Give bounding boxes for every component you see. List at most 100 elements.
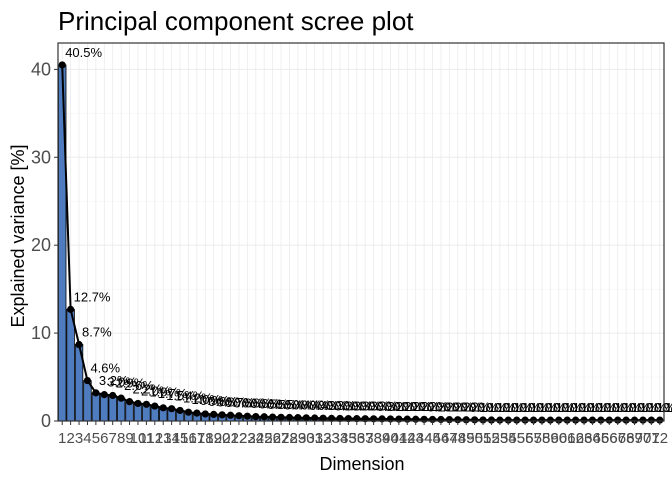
point (75, 340, 83, 349)
x-tick-label: 54 (500, 430, 517, 447)
point (597, 416, 605, 424)
point (218, 411, 226, 419)
point (311, 414, 319, 422)
point (319, 414, 327, 422)
data-label: 0.3% (343, 398, 373, 413)
data-label: 2.2% (133, 382, 163, 397)
x-tick-label: 44 (416, 430, 433, 447)
x-tick-label: 15 (172, 430, 189, 447)
data-label: 0.6% (250, 396, 280, 411)
data-label: 0.3% (377, 399, 407, 414)
x-tick-label: 41 (391, 430, 408, 447)
data-label: 12.7% (74, 289, 111, 304)
data-label: 0.1% (621, 400, 651, 415)
y-axis: 0 10 20 30 40 (31, 59, 58, 431)
data-label: 0.5% (259, 397, 289, 412)
x-tick-label: 38 (365, 430, 382, 447)
data-label: 0.5% (276, 397, 306, 412)
data-label: 0.1% (562, 400, 592, 415)
data-label: 0.1% (604, 400, 634, 415)
chart-title: Principal component scree plot (58, 6, 414, 36)
x-tick-label: 62 (567, 430, 584, 447)
point (487, 416, 496, 424)
point (294, 414, 302, 422)
x-tick-label: 47 (441, 430, 458, 447)
point (260, 413, 268, 421)
data-label: 0.2% (385, 399, 415, 414)
point (555, 416, 563, 424)
panel-border (57, 42, 665, 422)
data-label: 0.1% (654, 400, 672, 415)
y-tick-label: 30 (31, 147, 51, 167)
point (622, 416, 630, 424)
y-tick-label: 40 (31, 59, 51, 79)
point (302, 414, 310, 422)
point (83, 376, 92, 385)
data-label: 4.6% (90, 361, 120, 376)
x-tick-label: 5 (92, 430, 100, 447)
x-tick-label: 13 (155, 430, 172, 447)
x-tick-label: 40 (382, 430, 399, 447)
data-label: 1.0% (191, 392, 221, 407)
x-tick-label: 45 (424, 430, 441, 447)
data-label: 0.8% (217, 394, 247, 409)
x-tick-label: 3 (75, 430, 83, 447)
point (513, 416, 521, 424)
data-label: 0.1% (638, 400, 668, 415)
data-label: 1.4% (175, 389, 205, 404)
point (201, 410, 209, 418)
data-label: 0.4% (292, 397, 322, 412)
bars (58, 64, 664, 422)
x-tick-label: 53 (492, 430, 509, 447)
x-axis: 1 2 3 4 5 6 7 8 91011121314151617181920212223242… (58, 421, 668, 447)
x-tick-label: 19 (205, 430, 222, 447)
data-label: 0.1% (494, 400, 524, 415)
data-label: 0.2% (444, 400, 474, 415)
data-label: 0.2% (393, 399, 423, 414)
point (252, 413, 260, 421)
data-label: 0.3% (351, 399, 381, 414)
point (496, 416, 504, 424)
data-label: 8.7% (82, 325, 112, 340)
data-label: 0.2% (410, 399, 440, 414)
point (134, 399, 142, 408)
x-tick-label: 22 (231, 430, 248, 447)
point (184, 408, 193, 416)
x-tick-label: 65 (593, 430, 610, 447)
x-tick-label: 12 (146, 430, 163, 447)
bar (100, 394, 109, 422)
x-tick-label: 52 (483, 430, 500, 447)
data-label: 1.9% (149, 384, 179, 399)
data-label: 0.9% (200, 393, 230, 408)
data-label: 0.2% (461, 400, 491, 415)
data-label: 0.2% (402, 399, 432, 414)
data-label: 0.3% (360, 399, 390, 414)
x-tick-label: 68 (618, 430, 635, 447)
x-tick-label: 1 (58, 430, 66, 447)
x-tick-label: 35 (340, 430, 357, 447)
data-label: 0.1% (537, 400, 567, 415)
point (176, 406, 184, 415)
x-tick-label: 61 (559, 430, 576, 447)
data-label: 0.1% (663, 400, 672, 415)
x-tick-label: 10 (130, 430, 147, 447)
x-tick-label: 48 (449, 430, 466, 447)
data-label: 0.2% (419, 399, 449, 414)
x-tick-label: 50 (466, 430, 483, 447)
data-label: 0.2% (427, 399, 457, 414)
bar (91, 392, 101, 422)
point (546, 416, 554, 424)
data-label: 0.1% (587, 400, 617, 415)
x-tick-label: 64 (584, 430, 601, 447)
x-tick-label: 55 (508, 430, 525, 447)
point (336, 414, 344, 423)
x-tick-label: 30 (298, 430, 315, 447)
data-label: 0.1% (595, 400, 625, 415)
x-tick-label: 23 (239, 430, 256, 447)
trend-line (61, 64, 660, 422)
data-label: 0.1% (478, 400, 508, 415)
point (521, 416, 529, 424)
x-axis-title: Dimension (319, 454, 404, 474)
point (210, 410, 218, 419)
